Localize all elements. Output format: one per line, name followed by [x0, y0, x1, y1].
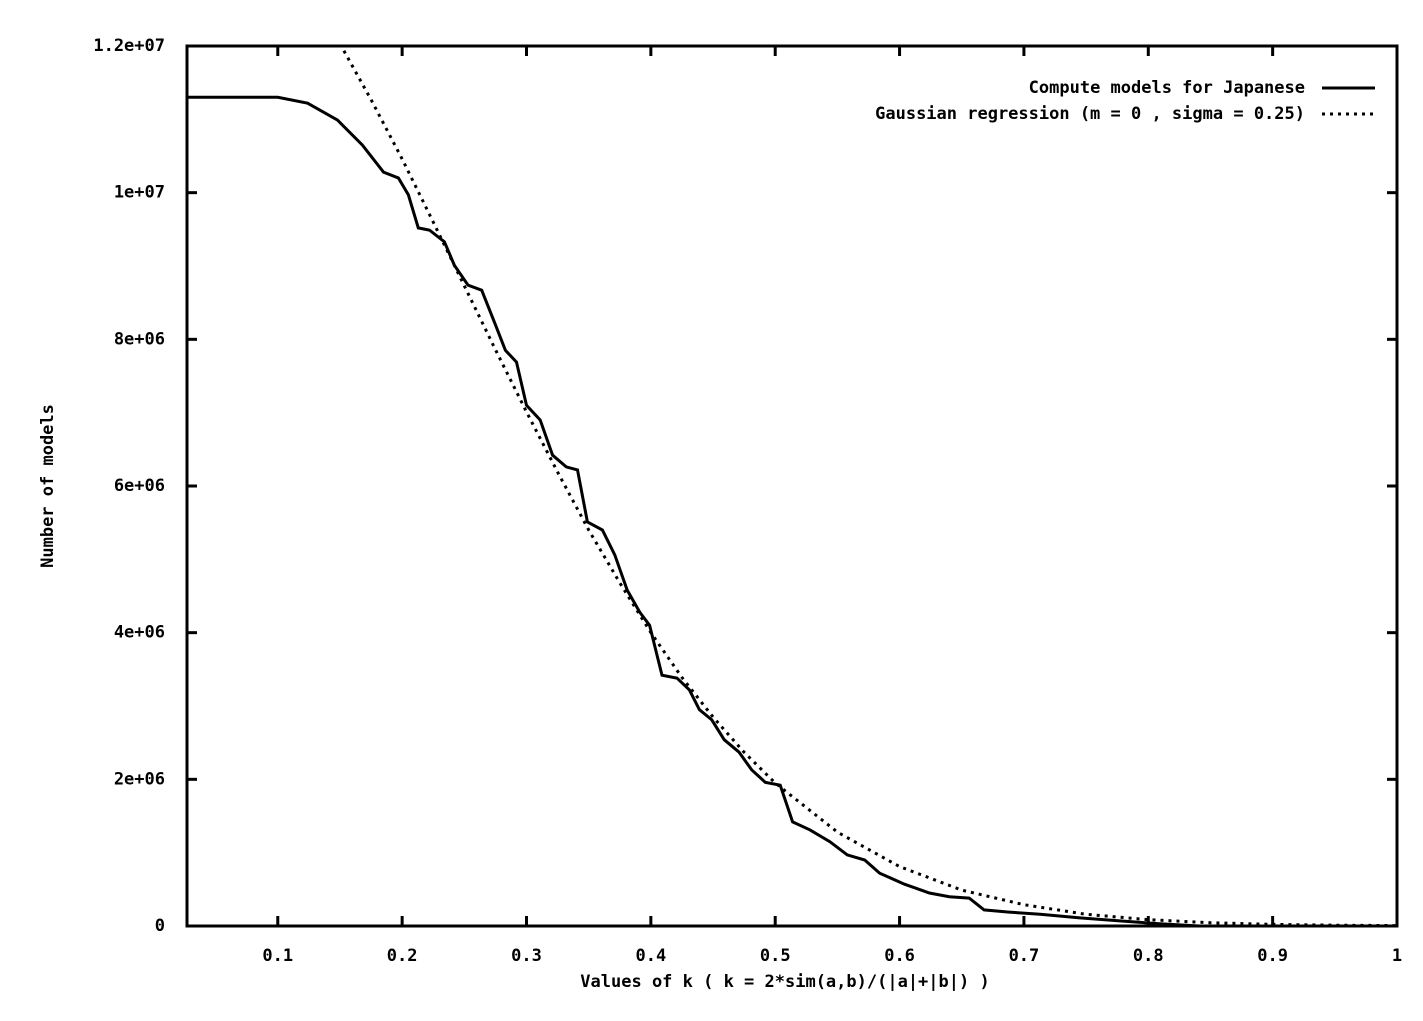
plot-frame	[185, 44, 1399, 928]
y-tick-label: 6e+06	[114, 476, 165, 496]
legend-label: Compute models for Japanese	[1029, 78, 1305, 98]
y-tick-label: 1e+07	[114, 183, 165, 203]
x-tick-label: 0.3	[511, 946, 542, 966]
x-tick-label: 0.8	[1133, 946, 1164, 966]
x-tick-label: 0.4	[635, 946, 666, 966]
legend-label: Gaussian regression (m = 0 , sigma = 0.2…	[875, 104, 1305, 124]
y-tick-label: 0	[155, 916, 165, 936]
x-tick-label: 0.1	[262, 946, 293, 966]
y-tick-label: 1.2e+07	[93, 36, 165, 56]
y-tick-label: 4e+06	[114, 623, 165, 643]
x-tick-label: 0.7	[1009, 946, 1040, 966]
x-tick-label: 0.5	[760, 946, 791, 966]
x-axis-label: Values of k ( k = 2*sim(a,b)/(|a|+|b|) )	[580, 972, 989, 992]
y-tick-label: 2e+06	[114, 769, 165, 789]
series-line	[339, 46, 1397, 926]
x-tick-label: 0.2	[387, 946, 418, 966]
x-tick-label: 0.6	[884, 946, 915, 966]
x-tick-label: 1	[1392, 946, 1402, 966]
series-line	[187, 95, 1397, 926]
x-tick-label: 0.9	[1257, 946, 1288, 966]
y-axis-label: Number of models	[38, 404, 58, 568]
y-tick-label: 8e+06	[114, 329, 165, 349]
